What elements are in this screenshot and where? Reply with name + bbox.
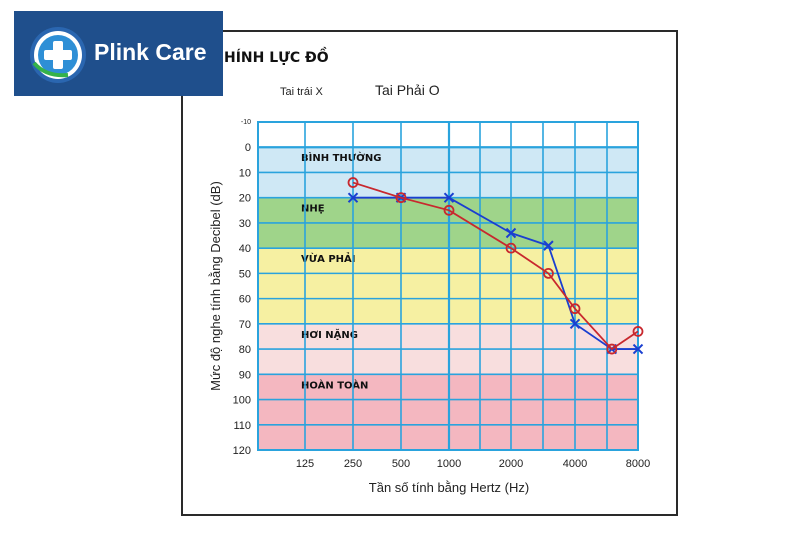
y-tick-label: 100 [233,395,251,407]
right-ear-o-marker [569,303,581,315]
left-ear-x-marker [543,240,554,251]
y-tick-label: 0 [245,142,251,154]
y-tick-label: 60 [239,294,251,306]
x-tick-label: 500 [392,458,410,470]
left-ear-x-marker [632,343,644,355]
y-axis-label: Mức độ nghe tính bằng Decibel (dB) [208,181,223,391]
left-ear-x-marker [569,318,581,330]
x-tick-label: 2000 [499,458,523,470]
y-tick-label: 110 [233,420,251,432]
x-tick-label: 125 [296,458,314,470]
x-tick-label: 8000 [626,458,650,470]
x-axis-label: Tần số tính bằng Hertz (Hz) [369,480,529,495]
right-ear-o-marker [606,343,618,355]
left-ear-x-marker [347,192,359,203]
left-ear-x-marker [505,227,517,239]
left-ear-line [353,196,638,350]
band-label: BÌNH THƯỜNG [301,151,381,164]
legend-left-ear: Tai trái X [280,86,323,98]
plot-border [257,121,639,451]
left-ear-x-marker [443,192,455,203]
plink-care-logo: Plink Care [14,11,223,96]
y-tick-label: 20 [239,193,251,205]
chart-title: HÍNH LỰC ĐỒ [224,47,329,66]
band-label: VỪA PHẢI [301,251,355,265]
y-tick-label: -10 [241,119,251,126]
band-label: NHẸ [301,204,325,215]
right-ear-line [352,181,639,351]
legend-right-ear: Tai Phải O [375,82,440,98]
y-tick-label: 120 [233,445,251,457]
y-tick-label: 40 [239,243,251,255]
x-tick-label: 4000 [563,458,587,470]
right-ear-o-marker [347,177,359,188]
y-tick-label: 10 [239,167,251,179]
right-ear-o-marker [632,326,644,337]
x-tick-label: 1000 [437,458,461,470]
y-tick-label: 70 [239,319,251,331]
logo-text: Plink Care [94,39,207,65]
y-tick-label: 50 [239,268,251,280]
y-tick-label: 80 [239,344,251,356]
right-ear-o-marker [443,204,455,216]
band-label: HOÀN TOÀN [301,378,368,391]
right-ear-o-marker [543,267,554,279]
right-ear-o-marker [395,192,407,204]
right-ear-o-marker [505,242,517,254]
y-tick-label: 30 [239,218,251,230]
x-tick-label: 250 [344,458,362,470]
band-label: HƠI NẶNG [301,327,358,341]
cross-logo-icon [30,27,86,83]
y-tick-label: 90 [239,369,251,381]
